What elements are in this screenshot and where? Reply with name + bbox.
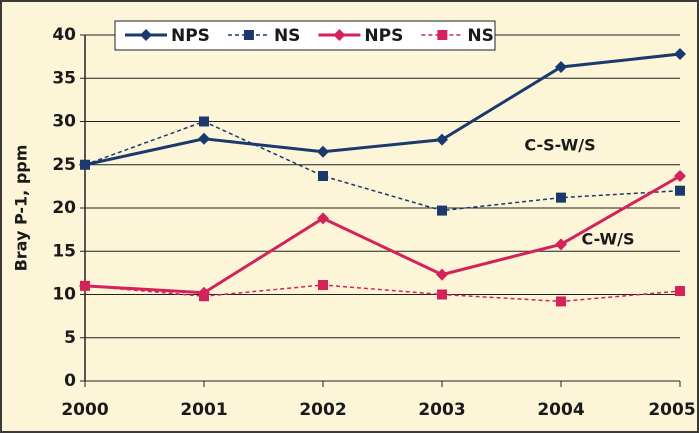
y-tick-label: 10 [52, 285, 76, 305]
marker [674, 48, 686, 61]
y-tick-label: 30 [52, 112, 76, 132]
marker [80, 280, 90, 291]
marker [437, 289, 447, 300]
marker [556, 192, 566, 203]
y-tick-label: 25 [52, 155, 76, 175]
marker [317, 212, 329, 225]
y-tick-label: 20 [52, 198, 76, 218]
annotation: C-S-W/S [524, 136, 595, 155]
x-tick-label: 2004 [537, 400, 584, 420]
marker [674, 169, 686, 182]
y-tick-label: 40 [52, 25, 76, 45]
legend-marker [140, 29, 152, 41]
marker [436, 133, 448, 146]
marker [436, 268, 448, 281]
legend-marker [437, 30, 448, 40]
legend-label: NS [274, 26, 300, 46]
marker [318, 279, 328, 290]
y-axis-label: Bray P-1, ppm [12, 145, 31, 272]
series-line [84, 174, 681, 295]
marker [318, 170, 328, 181]
legend-label: NPS [364, 26, 403, 46]
marker [199, 116, 209, 127]
x-tick-label: 2002 [299, 400, 346, 420]
marker [556, 296, 566, 307]
y-tick-label: 35 [52, 68, 76, 88]
legend-marker [243, 30, 254, 40]
x-tick-label: 2003 [418, 400, 465, 420]
marker [675, 286, 685, 297]
legend-label: NPS [171, 26, 210, 46]
series-line [84, 284, 681, 303]
marker [675, 185, 685, 196]
marker [80, 159, 90, 170]
x-tick-label: 2001 [180, 400, 227, 420]
series-line [84, 120, 681, 212]
marker [555, 238, 567, 251]
series-line [84, 52, 681, 167]
x-tick-label: 2005 [648, 400, 695, 420]
marker [198, 132, 210, 145]
x-tick-label: 2000 [61, 400, 108, 420]
marker [199, 291, 209, 302]
legend-marker [333, 29, 346, 41]
y-tick-label: 5 [64, 328, 76, 348]
y-tick-label: 0 [64, 371, 76, 391]
y-tick-label: 15 [52, 241, 76, 261]
annotation: C-W/S [581, 230, 634, 249]
legend-label: NS [467, 26, 493, 46]
marker [555, 61, 567, 74]
marker [317, 145, 329, 158]
marker [437, 205, 447, 216]
